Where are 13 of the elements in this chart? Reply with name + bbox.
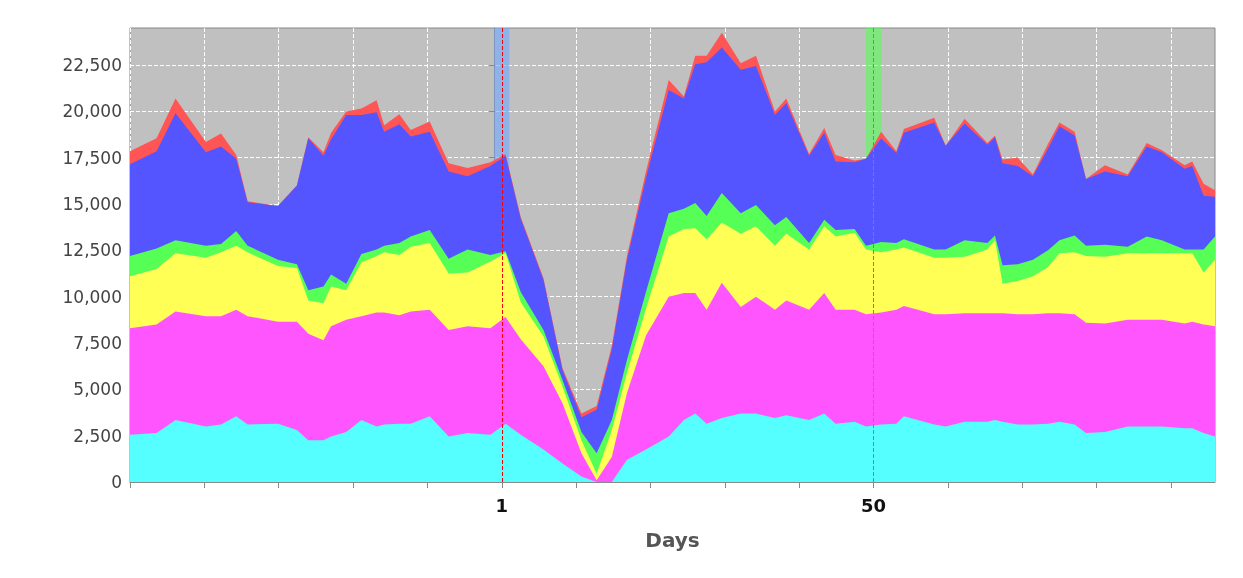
- y-tick-label: 5,000: [73, 379, 122, 400]
- y-tick-label: 12,500: [62, 240, 122, 261]
- x-tick-label: 1: [495, 494, 509, 516]
- x-axis-title: Days: [645, 528, 700, 552]
- y-tick-label: 0: [111, 472, 122, 492]
- y-tick-label: 10,000: [62, 286, 122, 307]
- y-tick-label: 22,500: [62, 55, 122, 76]
- y-tick-label: 15,000: [62, 194, 122, 215]
- y-tick-label: 20,000: [62, 101, 122, 122]
- y-tick-label: 17,500: [62, 147, 122, 168]
- y-tick-label: 7,500: [73, 333, 122, 354]
- y-tick-label: 2,500: [73, 425, 122, 446]
- x-tick-label: 50: [861, 494, 887, 516]
